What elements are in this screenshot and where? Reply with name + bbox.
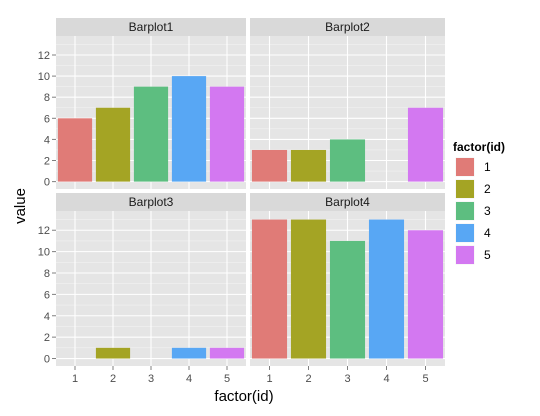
x-tick-label: 2	[305, 373, 311, 385]
x-tick-label: 3	[344, 373, 350, 385]
bar-2	[95, 107, 131, 182]
x-tick-label: 5	[422, 373, 428, 385]
y-tick-label: 4	[44, 134, 50, 146]
panel-3: Barplot3	[56, 193, 246, 366]
bar-5	[407, 230, 444, 359]
legend-label: 5	[484, 248, 491, 262]
legend-item-4: 4	[454, 222, 491, 244]
x-tick-label: 2	[110, 373, 116, 385]
legend-swatch	[456, 180, 474, 198]
bar-5	[209, 86, 245, 182]
y-tick-labels: 0 2 4 6 8 10 12 0 2 4 6 8 10 12	[38, 50, 56, 366]
bar-5	[407, 107, 444, 182]
panel-1: Barplot1	[56, 18, 246, 189]
bar-1	[57, 118, 93, 182]
bar-5	[209, 347, 245, 359]
y-tick-label: 6	[44, 289, 50, 301]
y-tick-label: 0	[44, 177, 50, 189]
legend-label: 4	[484, 226, 491, 240]
y-axis-title: value	[12, 188, 29, 224]
bar-4	[368, 219, 405, 359]
y-tick-label: 0	[44, 354, 50, 366]
y-tick-label: 2	[44, 332, 50, 344]
bar-2	[290, 149, 327, 182]
x-tick-label: 3	[148, 373, 154, 385]
panel-title: Barplot4	[325, 195, 370, 209]
y-tick-label: 2	[44, 156, 50, 168]
legend-item-2: 2	[454, 178, 491, 200]
panel-2: Barplot2	[250, 18, 445, 189]
panel-title: Barplot3	[129, 195, 174, 209]
x-tick-label: 5	[224, 373, 230, 385]
panel-4: Barplot4	[250, 193, 445, 366]
y-tick-label: 10	[38, 247, 50, 259]
y-tick-label: 12	[38, 225, 50, 237]
bar-4	[171, 347, 207, 359]
x-axis-title: factor(id)	[214, 388, 273, 405]
y-tick-label: 10	[38, 71, 50, 83]
legend-swatch	[456, 246, 474, 264]
bar-3	[329, 139, 366, 182]
bar-4	[171, 76, 207, 182]
x-tick-label: 4	[186, 373, 192, 385]
y-tick-label: 6	[44, 113, 50, 125]
bar-1	[251, 149, 288, 182]
x-tick-label: 1	[266, 373, 272, 385]
panel-strip	[56, 193, 246, 211]
panel-title: Barplot2	[325, 20, 370, 34]
bar-2	[290, 219, 327, 359]
y-tick-label: 8	[44, 92, 50, 104]
legend-swatch	[456, 224, 474, 242]
legend-label: 3	[484, 204, 491, 218]
bar-1	[251, 219, 288, 359]
panel-title: Barplot1	[129, 20, 174, 34]
panel-strip	[56, 18, 246, 36]
legend-label: 2	[484, 182, 491, 196]
y-tick-label: 12	[38, 50, 50, 62]
y-tick-label: 8	[44, 268, 50, 280]
bar-3	[329, 240, 366, 359]
bar-3	[133, 86, 169, 182]
x-tick-label: 1	[72, 373, 78, 385]
y-tick-label: 4	[44, 311, 50, 323]
legend-item-5: 5	[454, 244, 491, 266]
legend-item-3: 3	[454, 200, 491, 222]
bar-2	[95, 347, 131, 359]
legend-swatch	[456, 158, 474, 176]
x-tick-label: 4	[383, 373, 389, 385]
panel-strip	[250, 193, 445, 211]
legend-title: factor(id)	[453, 140, 505, 154]
legend: factor(id) 1 2 3 4 5	[453, 140, 505, 266]
legend-swatch	[456, 202, 474, 220]
x-tick-labels: 1 2 3 4 5 1 2 3 4 5	[72, 366, 429, 385]
panels-layer: Barplot1 Barplot2 Barplot3 Barplot4	[56, 18, 445, 366]
legend-label: 1	[484, 160, 491, 174]
legend-item-1: 1	[454, 156, 491, 178]
panel-strip	[250, 18, 445, 36]
